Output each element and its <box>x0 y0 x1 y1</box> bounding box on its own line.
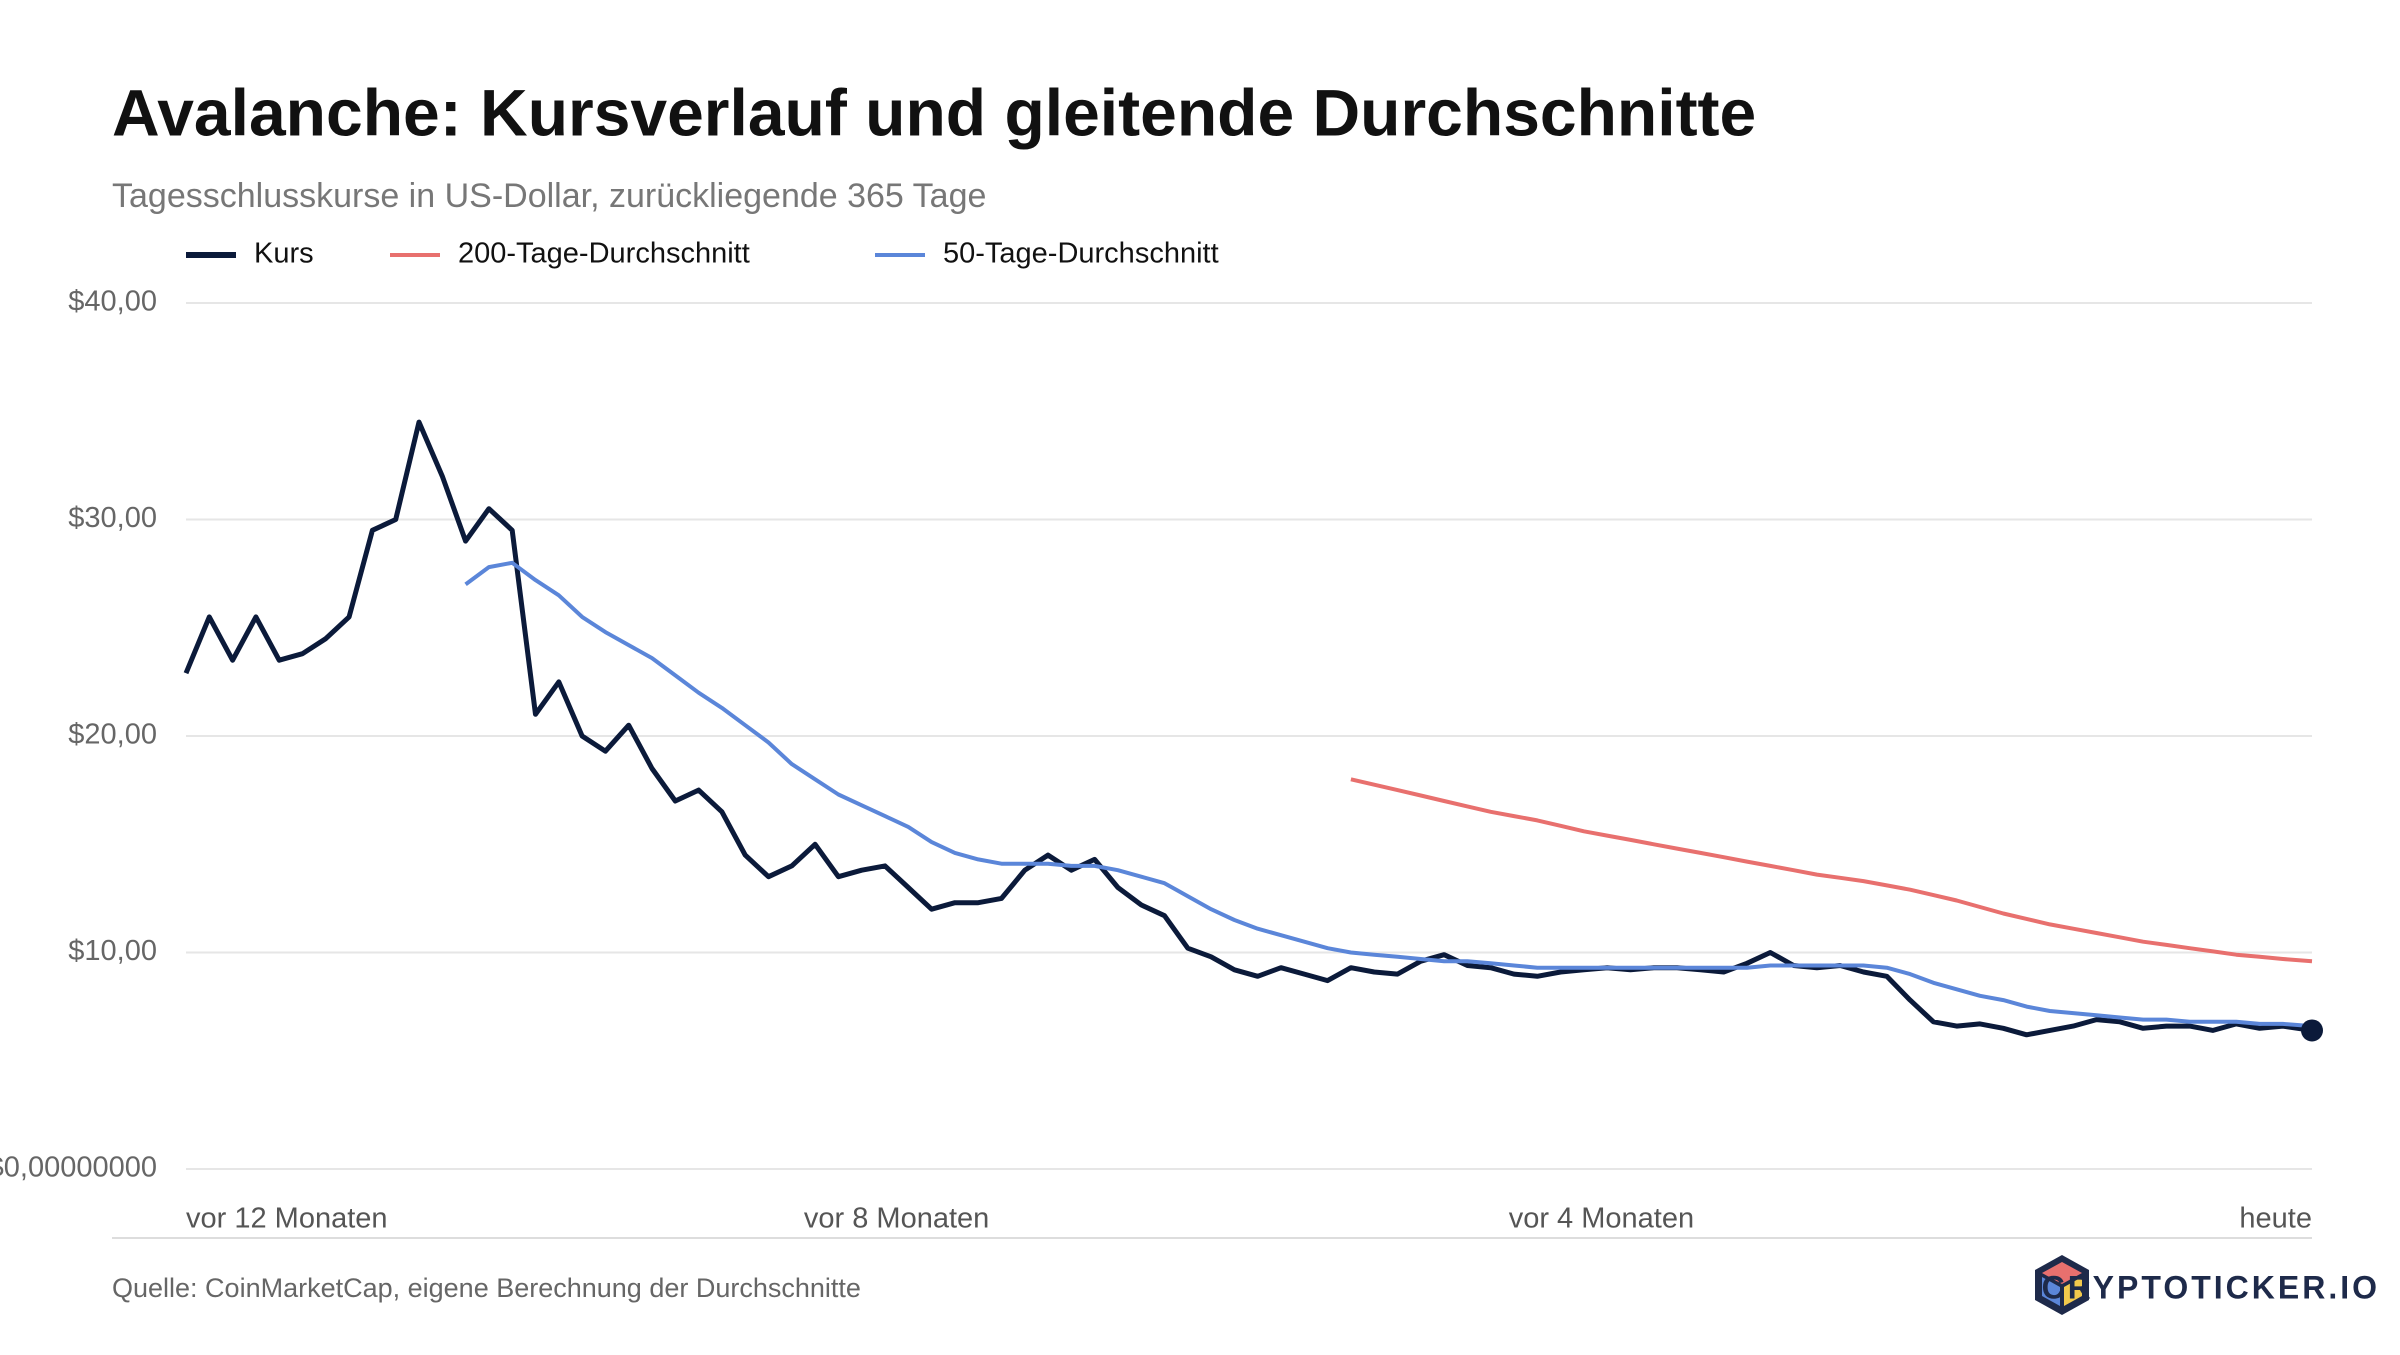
y-tick-label: $30,00 <box>68 502 157 534</box>
source-note: Quelle: CoinMarketCap, eigene Berechnung… <box>112 1273 861 1303</box>
x-tick-label: vor 12 Monaten <box>186 1203 388 1235</box>
logo-face <box>2042 1262 2082 1284</box>
series-line <box>464 560 2313 1029</box>
legend-label: 50-Tage-Durchschnitt <box>943 238 1219 270</box>
legend-label: 200-Tage-Durchschnitt <box>458 238 750 270</box>
brand-name: CRYPTOTICKER.IO <box>2042 1269 2380 1305</box>
y-tick-label: $10,00 <box>68 935 157 967</box>
x-tick-label: vor 8 Monaten <box>804 1203 989 1235</box>
chart-subtitle: Tagesschlusskurse in US-Dollar, zurückli… <box>112 177 986 215</box>
y-tick-label: $40,00 <box>68 286 157 318</box>
series-line <box>183 419 2313 1038</box>
y-tick-label: $20,00 <box>68 719 157 751</box>
x-tick-label: heute <box>2239 1203 2312 1235</box>
x-tick-label: vor 4 Monaten <box>1509 1203 1694 1235</box>
last-price-dot <box>2301 1019 2323 1042</box>
legend-label: Kurs <box>254 238 314 270</box>
logo-face <box>2064 1277 2082 1306</box>
logo-face <box>2042 1277 2060 1306</box>
series-line <box>1350 777 2313 964</box>
y-tick-label: $0,00000000 <box>0 1152 157 1184</box>
chart-title: Avalanche: Kursverlauf und gleitende Dur… <box>112 75 1756 149</box>
brand-logo <box>2035 1255 2089 1315</box>
